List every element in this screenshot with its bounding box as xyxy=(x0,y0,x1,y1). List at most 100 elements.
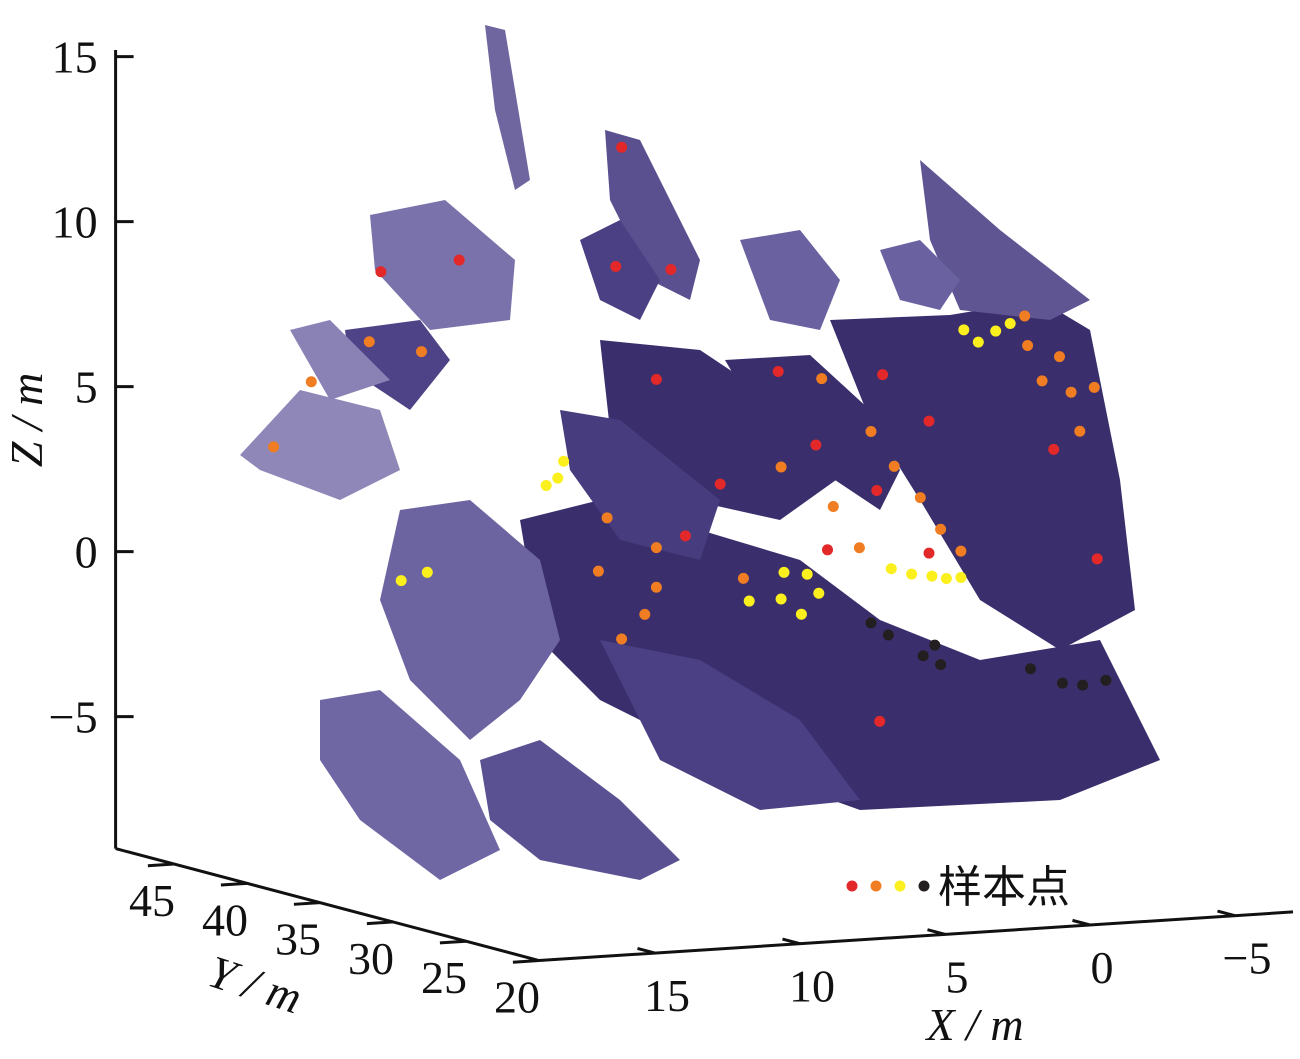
sample-point xyxy=(665,264,677,276)
y-tick xyxy=(366,920,394,926)
sample-point xyxy=(610,260,622,272)
sample-point xyxy=(305,376,317,388)
z-tick-label: −5 xyxy=(49,692,98,743)
x-tick xyxy=(927,928,946,936)
sample-point xyxy=(1036,375,1048,387)
z-axis-title: Z / m xyxy=(1,373,52,468)
sample-point xyxy=(421,566,433,578)
y-tick-label: 30 xyxy=(348,933,394,984)
sample-point xyxy=(888,460,900,472)
legend: 样本点 xyxy=(846,862,1070,913)
sample-point xyxy=(795,608,807,620)
x-tick-label: 5 xyxy=(946,951,969,1002)
z-tick-label: 0 xyxy=(75,527,98,578)
sample-point xyxy=(616,141,628,153)
legend-label: 样本点 xyxy=(938,862,1070,913)
y-tick xyxy=(220,881,248,887)
sample-point xyxy=(778,566,790,578)
sample-point xyxy=(375,266,387,278)
y-tick-label: 35 xyxy=(275,914,321,965)
sample-point xyxy=(1091,553,1103,565)
x-tick-label: 0 xyxy=(1091,942,1114,993)
sample-point xyxy=(552,472,564,484)
sample-point xyxy=(1054,351,1065,363)
sample-point xyxy=(679,530,691,542)
sample-point xyxy=(1019,310,1031,322)
point-cloud xyxy=(240,25,1160,880)
sample-point xyxy=(827,501,839,513)
x-tick-label: 10 xyxy=(789,961,835,1012)
x-tick-label: −5 xyxy=(1223,933,1272,984)
sample-point xyxy=(714,478,726,490)
y-tick-label: 25 xyxy=(421,952,467,1003)
z-tick-label: 5 xyxy=(75,362,98,413)
sample-point xyxy=(1004,318,1016,330)
y-tick-label: 45 xyxy=(129,875,175,926)
legend-swatch xyxy=(846,880,858,892)
sample-point xyxy=(1077,679,1089,691)
sample-point xyxy=(540,479,552,491)
sample-point xyxy=(601,512,613,524)
sample-point xyxy=(363,336,375,348)
points xyxy=(268,141,1112,727)
sample-point xyxy=(935,523,947,535)
sample-point xyxy=(955,545,967,557)
sample-point xyxy=(958,324,970,336)
sample-point xyxy=(650,542,662,554)
y-tick xyxy=(293,901,321,906)
sample-point xyxy=(1065,386,1077,398)
sample-point xyxy=(775,461,787,473)
sample-point xyxy=(775,593,787,605)
y-axis xyxy=(115,847,540,962)
z-tick-label: 15 xyxy=(52,32,98,83)
sample-point xyxy=(639,608,651,620)
sample-point xyxy=(882,629,894,641)
sample-point xyxy=(935,659,947,671)
x-tick xyxy=(1072,918,1091,927)
sample-point xyxy=(865,617,877,629)
sample-point xyxy=(1056,677,1068,689)
x-axis-title: X / m xyxy=(924,999,1023,1050)
sample-point xyxy=(926,570,938,582)
sample-point xyxy=(972,336,984,348)
sample-point xyxy=(874,715,886,727)
sample-point xyxy=(871,485,883,497)
sample-point xyxy=(650,581,662,593)
legend-swatch xyxy=(918,880,930,892)
x-tick xyxy=(782,937,801,946)
sample-point xyxy=(268,441,280,453)
x-tick xyxy=(1217,909,1236,918)
sample-point xyxy=(1048,443,1060,455)
y-tick-label: 20 xyxy=(494,972,540,1023)
legend-swatch xyxy=(870,880,882,892)
sample-point xyxy=(955,572,967,584)
sample-point xyxy=(395,575,407,587)
x-tick xyxy=(637,946,656,955)
sample-point xyxy=(822,544,833,556)
sample-point xyxy=(592,565,604,577)
z-tick-label: 10 xyxy=(52,197,98,248)
sample-point xyxy=(1022,340,1034,352)
y-tick-label: 40 xyxy=(202,894,248,945)
sample-point xyxy=(865,426,877,437)
sample-point xyxy=(453,254,465,266)
x-tick-label: 15 xyxy=(644,970,690,1021)
sample-point xyxy=(940,572,952,584)
sample-point xyxy=(801,568,813,580)
sample-point xyxy=(906,568,918,580)
sample-point xyxy=(923,547,935,559)
sample-point xyxy=(737,572,749,584)
sample-point xyxy=(813,587,825,599)
y-tick xyxy=(147,862,175,868)
sample-point xyxy=(416,346,427,358)
sample-point xyxy=(1088,381,1100,393)
sample-point xyxy=(743,595,755,607)
sample-point xyxy=(853,542,865,554)
sample-point xyxy=(929,639,941,651)
sample-point xyxy=(810,439,822,451)
y-tick xyxy=(439,939,467,945)
sample-point xyxy=(914,492,926,504)
sample-point xyxy=(1074,425,1086,437)
